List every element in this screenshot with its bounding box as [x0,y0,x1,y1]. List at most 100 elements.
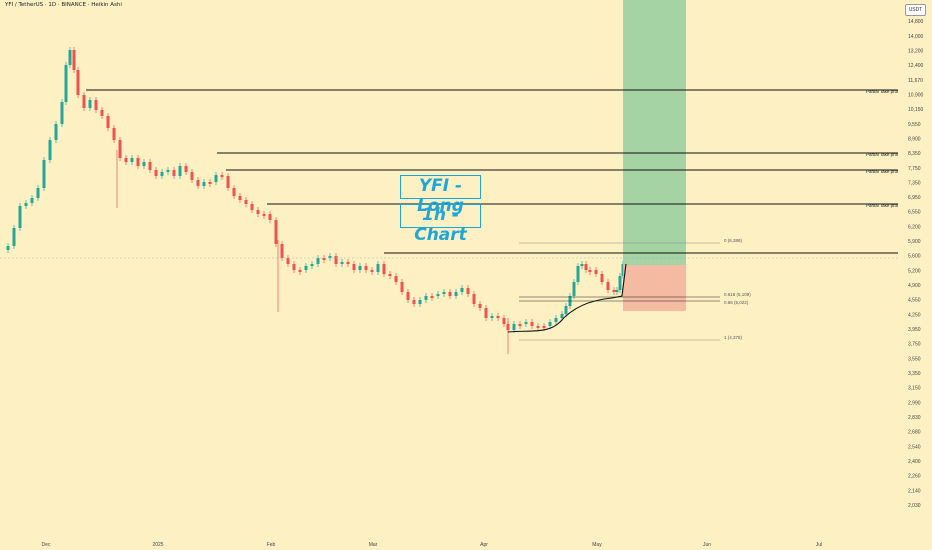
candle-body [340,262,344,264]
candle-body [370,270,374,272]
currency-button[interactable]: USDT [905,4,926,16]
candle-body [572,282,576,296]
candle-body [424,296,428,300]
candle-body [352,264,356,270]
candle-body [160,172,164,176]
candle-body [376,264,380,272]
candle-body [536,326,540,328]
candle-body [68,50,72,65]
candle-body [576,266,580,282]
candle-body [334,256,338,264]
price-axis-label: 6,550 [908,210,921,216]
candle-body [142,162,146,166]
candle-body [202,182,206,186]
candle-body [274,220,278,244]
time-axis-label: Mar [369,542,378,548]
candle-body [406,292,410,300]
candle-body [560,314,564,318]
candle-body [100,110,104,116]
time-axis-label: Apr [480,542,488,548]
candle-body [64,65,68,102]
candle-body [588,270,592,272]
candle-body [554,318,558,322]
candle-body [418,300,422,304]
candle-body [600,274,604,282]
candle-body [130,158,134,162]
candle-body [214,175,218,182]
candle-body [256,210,260,214]
candle-body [24,203,28,206]
symbol-header[interactable]: YFI / TetherUS · 1D · BINANCE · Heikin A… [5,2,122,8]
candle-body [118,140,122,158]
candle-body [548,322,552,326]
candle-body [496,316,500,318]
annotation-subtitle[interactable]: 1h - Chart [400,204,481,245]
candle-body [358,266,362,270]
candle-body [328,256,332,258]
price-axis-label: 10,150 [908,107,924,113]
time-axis-label: May [592,542,602,548]
candle-body [524,322,528,324]
candle-body [280,244,284,258]
candle-body [304,266,308,270]
candle-body [54,124,58,140]
candle-body [512,324,516,330]
candle-body [60,102,64,124]
candle-body [454,292,458,296]
annotation-title[interactable]: YFI - Long [400,175,481,216]
candle-body [460,288,464,292]
price-axis-label: 6,200 [908,224,921,230]
candle-body [316,258,320,264]
price-axis-label: 5,200 [908,268,921,274]
stop-loss-zone [623,265,686,311]
candle-body [208,182,212,184]
price-axis-label: 7,750 [908,166,921,172]
candle-body [244,200,248,204]
price-axis-label: 3,950 [908,327,921,333]
time-axis-label: Jun [703,542,711,548]
candle-body [322,258,326,260]
price-axis-label: 4,550 [908,298,921,304]
time-axis-label: 2025 [152,542,163,548]
candle-body [580,264,584,266]
take-profit-label: Partial Take profit [866,203,901,208]
candle-body [6,246,10,250]
candle-body [172,170,176,176]
candle-body [530,322,534,326]
price-axis-label: 9,550 [908,122,921,128]
candle-body [594,270,598,274]
price-axis-label: 3,350 [908,371,921,377]
price-axis-label: 13,200 [908,48,924,54]
candle-body [238,196,242,200]
candle-body [178,166,182,176]
price-axis-label: 14,800 [908,19,924,25]
fib-level-label: 0 (6,388) [724,238,743,243]
candle-body [466,288,470,294]
candle-body [382,264,386,274]
candle-body [30,198,34,203]
moving-average-line [507,263,627,333]
price-axis-label: 6,950 [908,195,921,201]
candle-body [298,270,302,272]
candle-body [612,290,616,292]
candle-body [394,276,398,282]
candle-body [502,318,506,324]
price-axis-label: 2,400 [908,459,921,465]
candle-body [106,116,110,128]
candle-body [112,128,116,140]
price-axis-label: 14,000 [908,34,924,40]
candle-body [286,258,290,264]
candle-body [268,214,272,220]
candle-body [618,276,622,290]
price-axis-label: 4,900 [908,283,921,289]
candle-body [220,175,224,177]
candle-body [436,294,440,296]
fib-level-label: 0.66 (5,022) [724,300,749,305]
time-axis-label: Jul [816,542,822,548]
price-axis[interactable]: 15,60014,80014,00013,20012,40011,67010,9… [898,0,932,536]
fib-level-label: 0.618 (5,109) [724,292,751,297]
candle-body [388,274,392,276]
time-axis[interactable]: Dec 2025 Feb Mar Apr May Jun Jul [42,542,823,548]
price-axis-label: 2,140 [908,488,921,494]
